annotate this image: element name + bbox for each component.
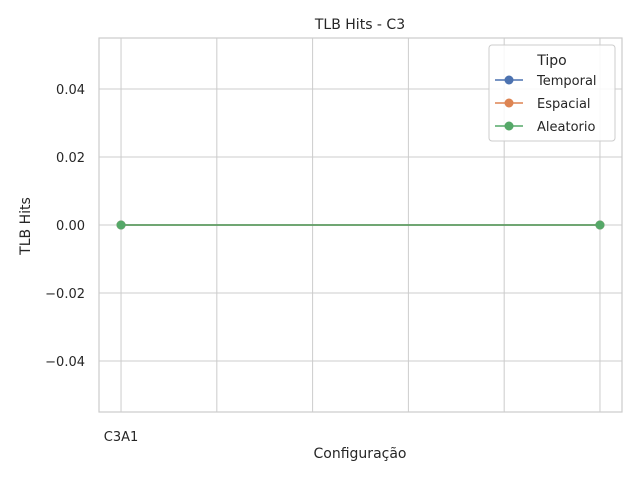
plot-frame [98, 37, 623, 413]
legend-label: Espacial [537, 97, 591, 112]
y-tick-label: 0.00 [56, 219, 85, 234]
y-tick-label: 0.02 [56, 151, 85, 166]
x-axis-label: Configuração [314, 446, 407, 462]
legend-marker [504, 121, 514, 131]
series-aleatorio [116, 220, 605, 230]
legend-label: Aleatorio [537, 120, 595, 135]
x-tick-label: C3A1 [104, 430, 139, 445]
data-point [116, 220, 126, 230]
y-tick-label: 0.04 [56, 83, 85, 98]
y-tick-label: −0.02 [45, 287, 85, 302]
legend-label: Temporal [536, 74, 597, 89]
data-point [595, 220, 605, 230]
y-tick-label: −0.04 [45, 355, 85, 370]
legend-marker [504, 75, 514, 85]
y-axis-label: TLB Hits [18, 197, 34, 256]
legend-title: Tipo [536, 53, 566, 69]
legend-marker [504, 98, 514, 108]
legend: Tipo Temporal Espacial Aleatorio [488, 44, 616, 142]
chart-title: TLB Hits - C3 [314, 17, 405, 33]
legend-box [488, 44, 616, 142]
